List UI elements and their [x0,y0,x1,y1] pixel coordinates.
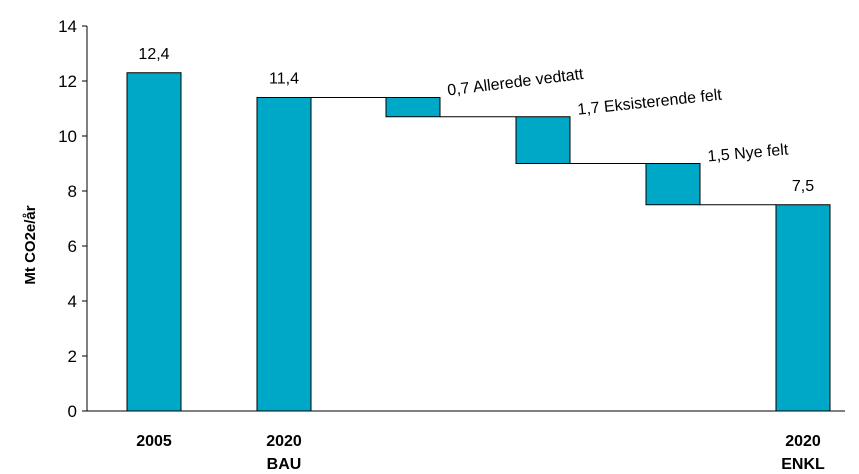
x-tick-sublabel: ENKL [781,456,825,473]
y-tick-label: 4 [68,292,77,311]
data-label-2: 0,7 Allerede vedtatt [446,66,585,100]
bar-1 [256,97,312,412]
y-tick-label: 10 [58,127,77,146]
connector-lines [311,97,776,206]
bar-5 [775,204,831,412]
y-tick-label: 14 [58,17,77,36]
bars [126,72,831,412]
data-label-3: 1,7 Eksisterende felt [577,87,724,119]
y-axis-label: Mt CO2e/år [22,205,39,284]
y-tick-label: 8 [68,182,77,201]
bar-0 [126,72,182,412]
x-tick-label: 2020 [785,433,821,450]
bar-2 [385,97,441,118]
y-tick-label: 12 [58,72,77,91]
x-tick-label: 2005 [136,433,172,450]
bar-3 [515,116,571,164]
y-tick-label: 2 [68,347,77,366]
y-tick-label: 0 [68,402,77,421]
x-tick-label: 2020 [266,433,302,450]
data-label-5: 7,5 [792,178,814,195]
x-tick-sublabel: BAU [267,456,302,473]
axes: 0 2 4 6 8 10 12 14 [58,17,845,421]
data-label-0: 12,4 [138,46,169,63]
data-label-1: 11,4 [269,71,299,88]
y-tick-label: 6 [68,237,77,256]
data-label-4: 1,5 Nye felt [707,141,790,165]
bar-4 [645,163,701,206]
